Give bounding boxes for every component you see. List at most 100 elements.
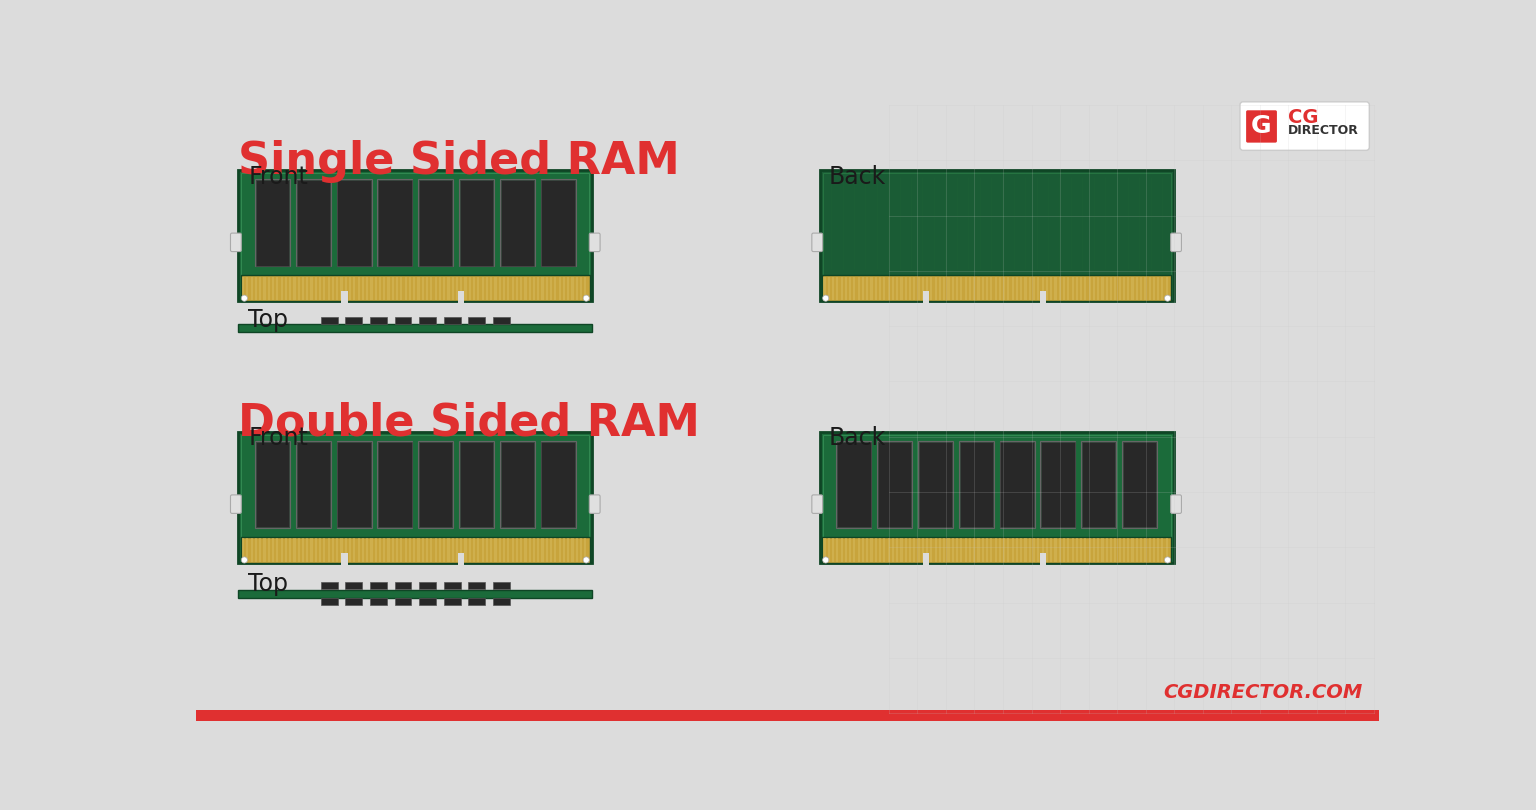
Bar: [986, 276, 988, 301]
Bar: [289, 539, 292, 562]
Bar: [914, 276, 915, 301]
FancyBboxPatch shape: [590, 233, 601, 252]
Bar: [1166, 276, 1167, 301]
Bar: [1041, 276, 1044, 301]
Bar: [1040, 291, 1046, 303]
Bar: [524, 539, 527, 562]
Bar: [298, 539, 300, 562]
Bar: [281, 276, 283, 301]
Bar: [246, 276, 249, 301]
Bar: [1097, 539, 1100, 562]
Bar: [581, 539, 582, 562]
Bar: [923, 552, 929, 565]
Bar: [1075, 539, 1078, 562]
FancyBboxPatch shape: [459, 441, 493, 527]
Bar: [542, 539, 544, 562]
Bar: [1114, 276, 1117, 301]
Bar: [401, 539, 402, 562]
Bar: [1106, 539, 1107, 562]
Bar: [1157, 539, 1160, 562]
Bar: [974, 539, 975, 562]
Bar: [264, 539, 266, 562]
Bar: [952, 276, 954, 301]
Bar: [854, 539, 856, 562]
Bar: [439, 276, 441, 301]
Bar: [1111, 539, 1112, 562]
Bar: [960, 539, 963, 562]
Text: Double Sided RAM: Double Sided RAM: [238, 401, 700, 445]
FancyBboxPatch shape: [1000, 441, 1034, 527]
Bar: [1089, 539, 1091, 562]
Bar: [336, 276, 338, 301]
Bar: [1068, 539, 1069, 562]
Bar: [1025, 539, 1026, 562]
Bar: [1037, 539, 1040, 562]
Bar: [478, 276, 479, 301]
Bar: [931, 276, 932, 301]
Bar: [323, 539, 326, 562]
Bar: [1041, 539, 1044, 562]
Bar: [323, 276, 326, 301]
Bar: [874, 539, 877, 562]
Bar: [344, 539, 347, 562]
Bar: [888, 539, 889, 562]
Bar: [511, 539, 513, 562]
Bar: [387, 539, 390, 562]
Bar: [238, 324, 593, 332]
Bar: [1135, 276, 1138, 301]
Bar: [892, 539, 894, 562]
Bar: [435, 276, 436, 301]
Bar: [293, 539, 295, 562]
Bar: [871, 276, 872, 301]
FancyBboxPatch shape: [459, 180, 493, 266]
Bar: [241, 173, 590, 298]
Bar: [241, 435, 590, 560]
FancyBboxPatch shape: [1170, 233, 1181, 252]
Bar: [370, 599, 387, 605]
Bar: [456, 539, 458, 562]
Bar: [495, 539, 496, 562]
Bar: [974, 276, 975, 301]
Bar: [238, 590, 593, 598]
Text: G: G: [1252, 114, 1272, 139]
Bar: [382, 276, 386, 301]
Bar: [495, 276, 496, 301]
Bar: [1118, 276, 1121, 301]
Bar: [349, 276, 352, 301]
Bar: [866, 539, 868, 562]
Bar: [468, 276, 472, 301]
Bar: [822, 537, 1172, 563]
Bar: [934, 539, 937, 562]
Bar: [857, 276, 860, 301]
Bar: [264, 276, 266, 301]
Bar: [341, 552, 347, 565]
Bar: [1127, 276, 1129, 301]
Bar: [461, 539, 462, 562]
Bar: [926, 539, 928, 562]
Bar: [977, 276, 980, 301]
Bar: [1003, 539, 1005, 562]
Bar: [559, 276, 561, 301]
FancyBboxPatch shape: [378, 441, 412, 527]
Bar: [346, 599, 362, 605]
Bar: [306, 539, 309, 562]
Bar: [823, 276, 825, 301]
Bar: [516, 539, 518, 562]
Bar: [986, 539, 988, 562]
Bar: [1051, 276, 1052, 301]
FancyBboxPatch shape: [501, 441, 535, 527]
Bar: [1140, 539, 1143, 562]
Bar: [444, 582, 461, 589]
Bar: [1008, 539, 1009, 562]
Bar: [319, 276, 321, 301]
Bar: [468, 582, 485, 589]
Bar: [823, 539, 825, 562]
Bar: [1140, 276, 1143, 301]
Bar: [1054, 276, 1057, 301]
Bar: [528, 539, 531, 562]
FancyBboxPatch shape: [419, 180, 453, 266]
FancyBboxPatch shape: [419, 441, 453, 527]
Text: Top: Top: [249, 572, 289, 595]
Bar: [965, 276, 966, 301]
Bar: [243, 276, 244, 301]
